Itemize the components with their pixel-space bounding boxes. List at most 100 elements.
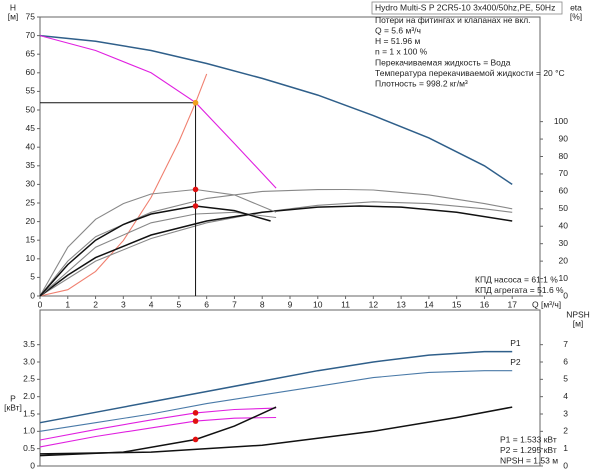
y2-tick-label: 30 bbox=[559, 238, 569, 248]
y2-tick-label: 6 bbox=[563, 356, 568, 366]
operating-point bbox=[192, 203, 199, 209]
readout: КПД насоса = 61.1 % bbox=[475, 274, 558, 284]
info-line: Температура перекачиваемой жидкости = 20… bbox=[375, 68, 565, 78]
x-tick-label: 12 bbox=[369, 299, 379, 309]
y-tick-label: 75 bbox=[26, 11, 36, 21]
readout: P2 = 1.295 кВт bbox=[500, 445, 557, 455]
y-axis-label: H bbox=[10, 2, 16, 12]
readout: КПД агрегата = 51.6 % bbox=[475, 285, 564, 295]
y2-tick-label: 60 bbox=[559, 186, 569, 196]
y2-tick-label: 40 bbox=[559, 221, 569, 231]
curve bbox=[39, 35, 277, 189]
x-tick-label: 11 bbox=[341, 299, 350, 309]
y-axis-label: [м] bbox=[8, 11, 19, 21]
x-tick-label: 1 bbox=[65, 299, 70, 309]
x-tick-label: 9 bbox=[288, 299, 293, 309]
x-tick-label: 3 bbox=[121, 299, 126, 309]
y2-axis-label: [%] bbox=[570, 11, 582, 21]
operating-point bbox=[192, 410, 199, 416]
y-tick-label: 10 bbox=[26, 253, 36, 263]
info-box bbox=[371, 1, 563, 15]
x-tick-label: 0 bbox=[38, 299, 43, 309]
x-tick-label: 8 bbox=[260, 299, 265, 309]
plot-frame bbox=[39, 309, 541, 467]
y-axis-label: [кВт] bbox=[4, 402, 22, 412]
curve bbox=[39, 350, 513, 424]
y2-tick-label: 0 bbox=[563, 290, 568, 300]
series-label: P2 bbox=[510, 357, 521, 367]
x-tick-label: 16 bbox=[480, 299, 490, 309]
y-tick-label: 20 bbox=[26, 216, 36, 226]
curve bbox=[39, 34, 513, 186]
y-tick-label: 2.0 bbox=[23, 391, 35, 401]
info-line: Перекачиваемая жидкость = Вода bbox=[375, 57, 511, 67]
y-tick-label: 3.0 bbox=[23, 356, 35, 366]
y2-tick-label: 3 bbox=[563, 408, 568, 418]
curve bbox=[39, 370, 513, 432]
operating-point bbox=[192, 436, 199, 443]
operating-point bbox=[192, 418, 199, 424]
curve bbox=[39, 406, 277, 457]
x-tick-label: 17 bbox=[507, 299, 517, 309]
y2-tick-label: 1 bbox=[563, 443, 568, 453]
y2-tick-label: 90 bbox=[559, 133, 569, 143]
curve bbox=[39, 407, 277, 441]
y-tick-label: 3.5 bbox=[23, 339, 35, 349]
y2-tick-label: 100 bbox=[554, 116, 568, 126]
y-tick-label: 0 bbox=[30, 460, 35, 470]
x-tick-label: 2 bbox=[93, 299, 98, 309]
y2-tick-label: 2 bbox=[563, 426, 568, 436]
y2-tick-label: 50 bbox=[559, 203, 569, 213]
y2-tick-label: 0 bbox=[563, 460, 568, 470]
y-tick-label: 50 bbox=[26, 104, 36, 114]
info-line: Потери на фитингах и клапанах не вкл. bbox=[375, 15, 531, 25]
x-tick-label: 6 bbox=[204, 299, 209, 309]
y-tick-label: 0.5 bbox=[23, 443, 35, 453]
y-tick-label: 2.5 bbox=[23, 374, 35, 384]
y-tick-label: 15 bbox=[26, 234, 36, 244]
y2-axis-label: eta bbox=[570, 2, 582, 12]
y2-tick-label: 70 bbox=[559, 168, 569, 178]
y-tick-label: 0 bbox=[30, 290, 35, 300]
y2-tick-label: 10 bbox=[559, 273, 569, 283]
curve bbox=[39, 201, 513, 297]
x-tick-label: 7 bbox=[232, 299, 237, 309]
x-axis-label: Q [м³/ч] bbox=[532, 299, 561, 309]
info-line: Q = 5.6 м³/ч bbox=[375, 25, 421, 35]
x-tick-label: 4 bbox=[149, 299, 154, 309]
y-tick-label: 65 bbox=[26, 48, 36, 58]
x-tick-label: 5 bbox=[177, 299, 182, 309]
info-line: Плотность = 998.2 кг/м³ bbox=[375, 78, 468, 88]
y2-tick-label: 80 bbox=[559, 151, 569, 161]
y2-tick-label: 7 bbox=[563, 339, 568, 349]
info-line: n = 1 x 100 % bbox=[375, 47, 428, 57]
curve bbox=[39, 205, 513, 297]
y-tick-label: 60 bbox=[26, 67, 36, 77]
curve bbox=[39, 406, 513, 455]
y-tick-label: 1.0 bbox=[23, 426, 35, 436]
y-tick-label: 30 bbox=[26, 179, 36, 189]
y2-axis-label: NPSH bbox=[566, 309, 590, 319]
y-tick-label: 1.5 bbox=[23, 408, 35, 418]
y2-tick-label: 4 bbox=[563, 391, 568, 401]
x-tick-label: 15 bbox=[452, 299, 462, 309]
y-axis-label: P bbox=[10, 393, 16, 403]
series-label: P1 bbox=[510, 338, 521, 348]
y2-tick-label: 5 bbox=[563, 374, 568, 384]
readout: P1 = 1.533 кВт bbox=[500, 434, 557, 444]
curve bbox=[39, 205, 271, 297]
x-tick-label: 14 bbox=[424, 299, 434, 309]
info-line: Hydro Multi-S P 2CR5-10 3x400/50hz,PE, 5… bbox=[375, 2, 555, 12]
y-tick-label: 70 bbox=[26, 30, 36, 40]
y2-tick-label: 20 bbox=[559, 255, 569, 265]
y-tick-label: 40 bbox=[26, 141, 36, 151]
x-tick-label: 13 bbox=[396, 299, 406, 309]
y-tick-label: 25 bbox=[26, 197, 36, 207]
operating-point bbox=[192, 186, 199, 193]
y-tick-label: 45 bbox=[26, 123, 36, 133]
curve bbox=[39, 188, 277, 297]
x-tick-label: 10 bbox=[313, 299, 323, 309]
y2-axis-label: [м] bbox=[573, 318, 584, 328]
y-tick-label: 55 bbox=[26, 86, 36, 96]
